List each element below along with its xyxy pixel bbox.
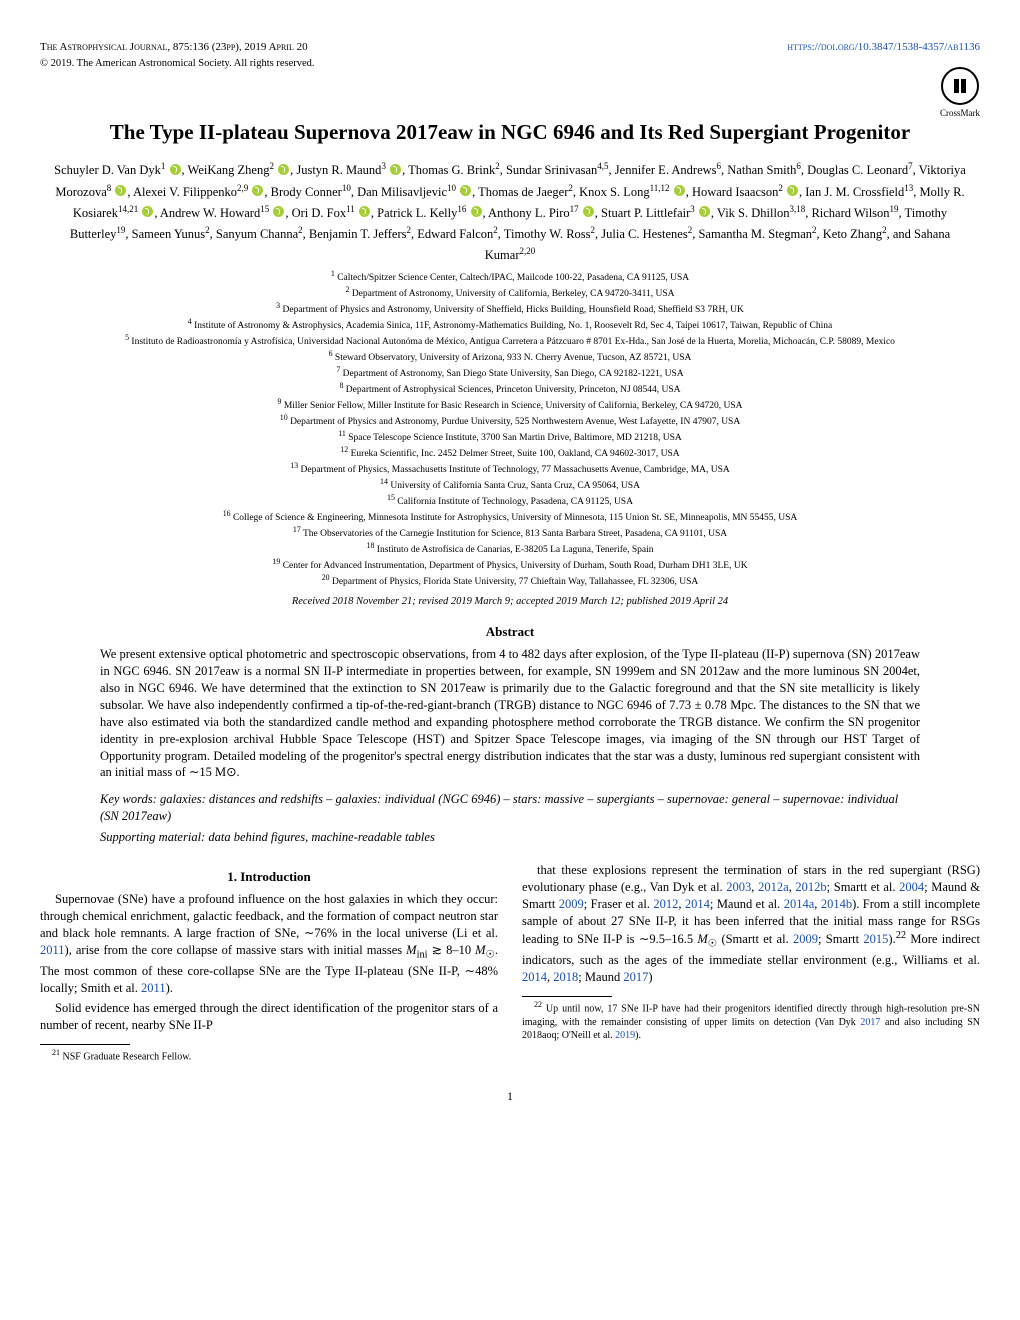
body-paragraph: Solid evidence has emerged through the d…: [40, 1000, 498, 1034]
author-list: Schuyler D. Van Dyk1 , WeiKang Zheng2 , …: [50, 159, 970, 265]
crossmark-badge[interactable]: CrossMark: [940, 67, 980, 119]
orcid-icon: [674, 185, 685, 196]
footnote-22: 22 Up until now, 17 SNe II-P have had th…: [522, 1000, 980, 1043]
orcid-icon: [460, 185, 471, 196]
copyright-text: © 2019. The American Astronomical Societ…: [40, 57, 980, 71]
publication-dates: Received 2018 November 21; revised 2019 …: [40, 595, 980, 609]
page-number: 1: [40, 1088, 980, 1104]
orcid-icon: [170, 164, 181, 175]
orcid-icon: [583, 206, 594, 217]
crossmark-icon: [941, 67, 979, 105]
supporting-material-line: Supporting material: data behind figures…: [100, 829, 920, 846]
keywords-label: Key words:: [100, 792, 157, 806]
footnote-21: 21 NSF Graduate Research Fellow.: [40, 1048, 498, 1064]
orcid-icon: [699, 206, 710, 217]
body-columns: 1. Introduction Supernovae (SNe) have a …: [40, 862, 980, 1064]
paper-title: The Type II-plateau Supernova 2017eaw in…: [100, 119, 920, 145]
orcid-icon: [252, 185, 263, 196]
orcid-icon: [390, 164, 401, 175]
affiliation-list: 1 Caltech/Spitzer Science Center, Caltec…: [40, 269, 980, 588]
supporting-text: data behind figures, machine-readable ta…: [208, 830, 434, 844]
orcid-icon: [142, 206, 153, 217]
orcid-icon: [359, 206, 370, 217]
orcid-icon: [787, 185, 798, 196]
abstract-heading: Abstract: [40, 623, 980, 641]
footnote-rule: [40, 1044, 130, 1045]
crossmark-label: CrossMark: [940, 108, 980, 118]
abstract-text: We present extensive optical photometric…: [100, 646, 920, 781]
doi-link[interactable]: https://doi.org/10.3847/1538-4357/ab1136: [787, 40, 980, 55]
orcid-icon: [115, 185, 126, 196]
orcid-icon: [273, 206, 284, 217]
keywords-text: galaxies: distances and redshifts – gala…: [100, 792, 898, 823]
footnote-rule: [522, 996, 612, 997]
supporting-label: Supporting material:: [100, 830, 205, 844]
journal-reference: The Astrophysical Journal, 875:136 (23pp…: [40, 40, 308, 55]
body-paragraph: Supernovae (SNe) have a profound influen…: [40, 891, 498, 996]
orcid-icon: [471, 206, 482, 217]
keywords-line: Key words: galaxies: distances and redsh…: [100, 791, 920, 825]
section-heading: 1. Introduction: [40, 868, 498, 886]
body-paragraph: that these explosions represent the term…: [522, 862, 980, 986]
orcid-icon: [278, 164, 289, 175]
